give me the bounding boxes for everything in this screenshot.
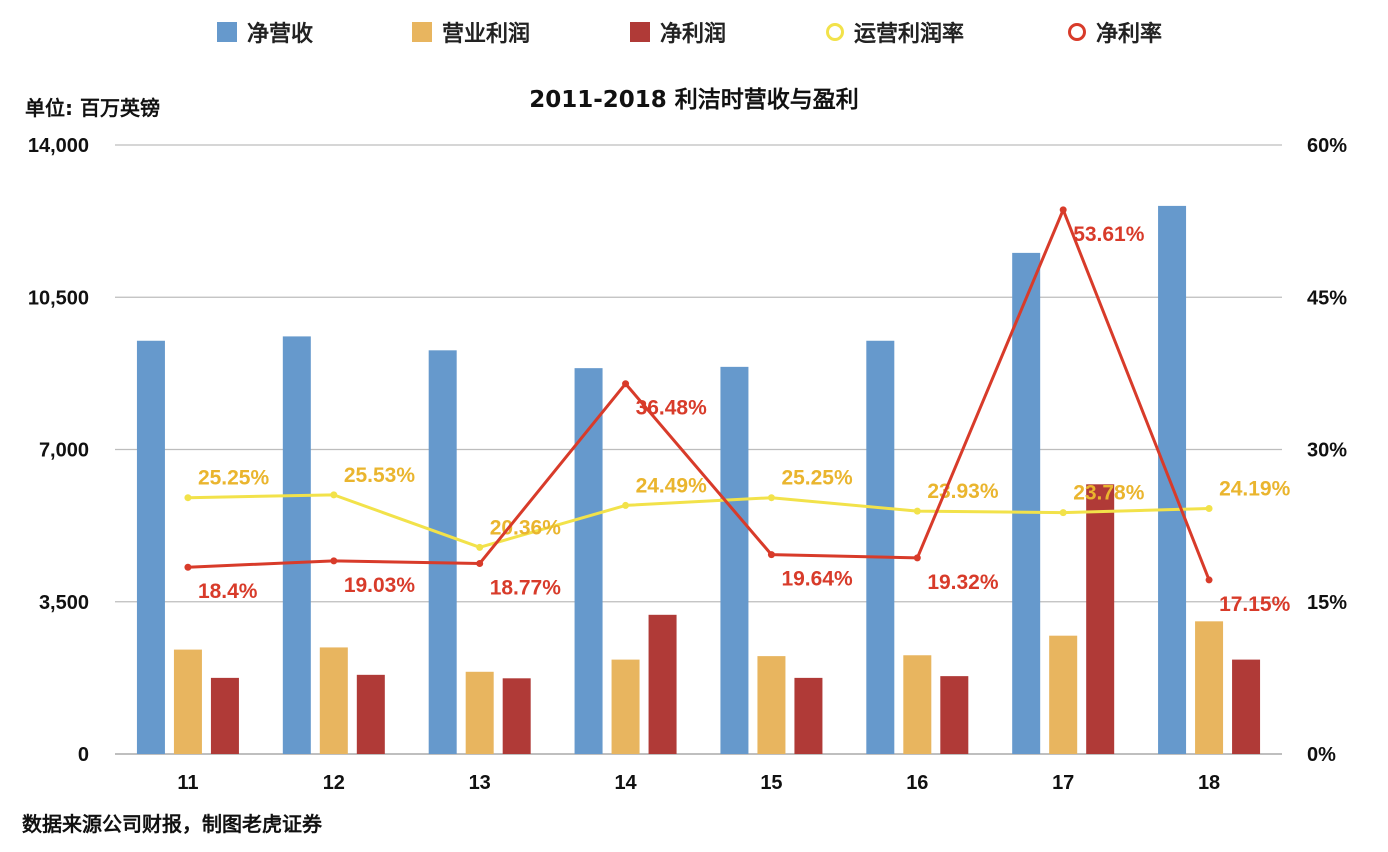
- data-label-op-margin: 25.25%: [781, 467, 853, 490]
- bar-op-profit: [319, 647, 348, 754]
- bar-revenue: [428, 350, 457, 754]
- legend-swatch-net-profit: [630, 22, 650, 42]
- bar-revenue: [574, 368, 603, 754]
- bar-op-profit: [1049, 635, 1078, 754]
- source-note: 数据来源公司财报，制图老虎证券: [22, 812, 322, 836]
- x-tick-label: 15: [760, 772, 782, 794]
- data-label-op-margin: 25.25%: [198, 467, 270, 490]
- data-label-net-margin: 36.48%: [636, 397, 708, 420]
- bar-revenue: [136, 340, 165, 754]
- bar-op-profit: [1195, 621, 1224, 754]
- point-net-margin: [913, 554, 921, 562]
- data-label-net-margin: 19.32%: [927, 571, 999, 594]
- unit-label: 单位: 百万英镑: [25, 96, 160, 120]
- point-op-margin: [622, 501, 630, 509]
- data-label-net-margin: 18.77%: [490, 576, 562, 599]
- y-right-tick-label: 45%: [1307, 287, 1347, 309]
- x-tick-label: 16: [906, 772, 928, 794]
- bar-net-profit: [210, 677, 239, 754]
- legend-item-op-profit: 营业利润: [412, 16, 530, 48]
- x-tick-label: 11: [177, 772, 198, 794]
- legend-label-op-profit: 营业利润: [442, 22, 531, 47]
- data-label-net-margin: 18.4%: [198, 580, 258, 603]
- legend-item-revenue: 净营收: [217, 16, 313, 48]
- x-tick-label: 13: [469, 772, 491, 794]
- legend-marker-net-margin: [1068, 23, 1086, 41]
- x-tick-label: 18: [1198, 772, 1220, 794]
- point-op-margin: [767, 494, 775, 502]
- point-net-margin: [1059, 206, 1067, 214]
- bar-revenue: [282, 336, 311, 754]
- point-op-margin: [913, 507, 921, 515]
- point-net-margin: [1205, 576, 1213, 584]
- bar-net-profit: [1086, 484, 1115, 754]
- data-label-op-margin: 24.49%: [636, 474, 708, 497]
- point-op-margin: [1059, 509, 1067, 517]
- bar-net-profit: [356, 674, 385, 754]
- x-tick-label: 12: [323, 772, 345, 794]
- y-right-tick-label: 30%: [1307, 440, 1347, 462]
- y-left-tick-label: 3,500: [39, 592, 89, 614]
- point-op-margin: [476, 543, 484, 551]
- line-op-margin: [187, 493, 1210, 549]
- y-left-tick-label: 7,000: [39, 440, 89, 462]
- legend-swatch-op-profit: [412, 22, 432, 42]
- point-net-margin: [330, 557, 338, 565]
- legend-item-net-profit: 净利润: [630, 16, 726, 48]
- point-op-margin: [184, 494, 192, 502]
- bar-net-profit: [940, 676, 969, 754]
- bar-op-profit: [757, 656, 786, 754]
- y-left-tick-label: 0: [78, 744, 89, 766]
- legend-label-op-margin: 运营利润率: [854, 22, 965, 47]
- chart-legend: 净营收 营业利润 净利润 运营利润率 净利率: [0, 16, 1388, 48]
- data-label-op-margin: 23.78%: [1073, 482, 1145, 505]
- bar-revenue: [1012, 252, 1041, 754]
- bar-revenue: [866, 340, 895, 754]
- point-net-margin: [184, 563, 192, 571]
- line-net-margin: [187, 208, 1211, 581]
- legend-marker-op-margin: [826, 23, 844, 41]
- y-left-tick-label: 10,500: [28, 287, 89, 309]
- point-op-margin: [330, 491, 338, 499]
- bar-op-profit: [903, 655, 932, 754]
- legend-swatch-revenue: [217, 22, 237, 42]
- bar-revenue: [1158, 205, 1187, 754]
- x-tick-label: 14: [614, 772, 637, 794]
- y-right-tick-label: 0%: [1307, 744, 1336, 766]
- bar-net-profit: [1232, 659, 1261, 754]
- bar-net-profit: [648, 614, 677, 754]
- legend-item-op-margin: 运营利润率: [826, 16, 964, 48]
- data-label-op-margin: 20.36%: [490, 516, 562, 539]
- bar-op-profit: [611, 659, 640, 754]
- legend-item-net-margin: 净利率: [1068, 16, 1162, 48]
- point-net-margin: [622, 380, 630, 388]
- data-label-net-margin: 19.03%: [344, 574, 416, 597]
- data-label-op-margin: 23.93%: [927, 480, 999, 503]
- y-right-tick-label: 15%: [1307, 592, 1347, 614]
- data-label-net-margin: 17.15%: [1219, 593, 1291, 616]
- data-label-op-margin: 25.53%: [344, 464, 416, 487]
- point-op-margin: [1205, 504, 1213, 512]
- legend-label-net-profit: 净利润: [660, 22, 727, 47]
- chart-title: 2011-2018 利洁时营收与盈利: [529, 87, 859, 113]
- bar-op-profit: [173, 649, 202, 754]
- data-label-op-margin: 24.19%: [1219, 477, 1291, 500]
- y-right-tick-label: 60%: [1307, 135, 1347, 157]
- data-label-net-margin: 19.64%: [781, 568, 853, 591]
- bar-revenue: [720, 366, 749, 754]
- legend-label-net-margin: 净利率: [1096, 22, 1163, 47]
- point-net-margin: [476, 559, 484, 567]
- point-net-margin: [767, 551, 775, 559]
- legend-label-revenue: 净营收: [247, 22, 314, 47]
- y-left-tick-label: 14,000: [28, 135, 89, 157]
- data-label-net-margin: 53.61%: [1073, 223, 1145, 246]
- bar-net-profit: [502, 678, 531, 754]
- x-tick-label: 17: [1052, 772, 1074, 794]
- bar-op-profit: [465, 671, 494, 754]
- bar-net-profit: [794, 677, 823, 754]
